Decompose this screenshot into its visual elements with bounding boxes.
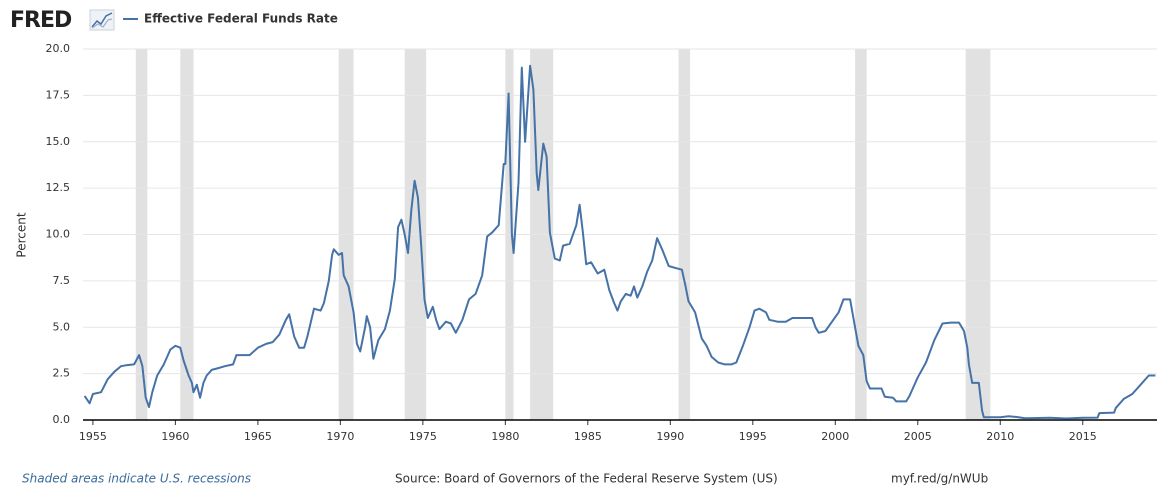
logo: FRED	[10, 8, 72, 33]
x-tick-label: 2015	[1069, 430, 1097, 443]
x-tick-label: 1980	[491, 430, 519, 443]
y-tick-label: 15.0	[46, 135, 71, 148]
y-tick-label: 17.5	[46, 88, 71, 101]
x-tick-label: 1955	[79, 430, 107, 443]
x-tick-label: 2000	[821, 430, 849, 443]
source: Source: Board of Governors of the Federa…	[395, 472, 778, 486]
x-tick-label: 1965	[244, 430, 272, 443]
y-tick-label: 7.5	[53, 274, 71, 287]
y-tick-label: 10.0	[46, 228, 71, 241]
y-tick-label: 0.0	[53, 413, 71, 426]
y-tick-label: 12.5	[46, 181, 71, 194]
x-tick-label: 2005	[904, 430, 932, 443]
x-tick-label: 1975	[409, 430, 437, 443]
logo-icon	[89, 9, 115, 31]
data-line	[83, 64, 1156, 420]
x-tick-label: 1970	[326, 430, 354, 443]
x-tick-label: 1995	[739, 430, 767, 443]
y-tick-label: 20.0	[46, 42, 71, 55]
y-tick-label: 5.0	[53, 320, 71, 333]
x-tick-label: 1985	[574, 430, 602, 443]
x-tick-label: 1960	[161, 430, 189, 443]
x-tick-label: 1990	[656, 430, 684, 443]
y-tick-label: 2.5	[53, 367, 71, 380]
link[interactable]: myf.red/g/nWUb	[891, 472, 988, 486]
x-tick-label: 2010	[986, 430, 1014, 443]
y-axis-label: Percent	[15, 212, 29, 257]
recession-note: Shaded areas indicate U.S. recessions	[22, 472, 251, 486]
legend-label: Effective Federal Funds Rate	[144, 12, 338, 26]
